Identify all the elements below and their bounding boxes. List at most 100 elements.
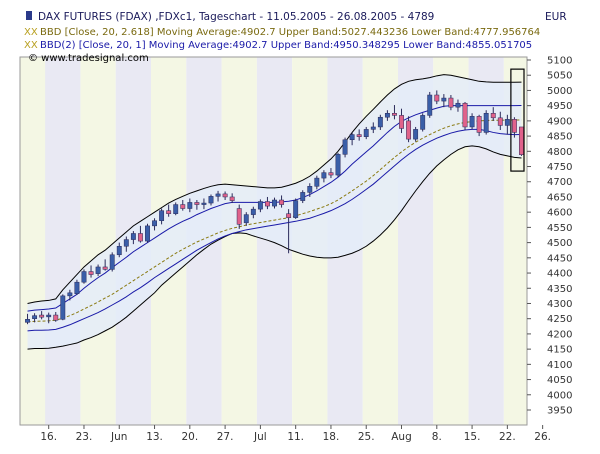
candle-body: [180, 204, 186, 209]
currency-label: EUR: [545, 11, 567, 23]
x-tick-label: 27.: [217, 431, 234, 443]
candle-body: [406, 120, 412, 140]
candle-body: [145, 225, 150, 242]
watermark: © www.tradesignal.com: [28, 53, 149, 64]
y-tick-label: 4300: [547, 299, 572, 310]
x-tick-label: 22.: [499, 431, 516, 443]
candle-body: [116, 246, 122, 256]
candle-body: [102, 266, 108, 270]
candle-body: [392, 113, 397, 116]
candle-body: [137, 233, 143, 242]
candle-body: [314, 177, 320, 187]
y-tick-label: 4350: [547, 284, 572, 295]
plot-border: [19, 56, 528, 426]
candle-body: [335, 154, 341, 176]
candle-body: [384, 113, 390, 118]
lower-band-line: [27, 145, 522, 350]
candle-body: [286, 213, 292, 218]
candle-body: [356, 134, 362, 137]
x-tick-label: 15.: [464, 431, 481, 443]
candle-body: [462, 102, 468, 128]
candle-body: [519, 126, 524, 155]
y-tick-label: 4950: [547, 101, 572, 112]
candle-body: [483, 113, 489, 133]
candle-body: [236, 208, 242, 225]
y-tick-label: 4200: [547, 329, 572, 340]
candle-body: [455, 102, 461, 108]
candle-body: [265, 201, 270, 207]
y-tick-label: 4750: [547, 162, 572, 173]
candle-body: [328, 172, 334, 176]
x-tick-label: 25.: [358, 431, 375, 443]
candle-body: [377, 116, 383, 128]
candle-body: [497, 117, 503, 126]
week-stripe: [80, 57, 116, 425]
x-tick-label: 18.: [323, 431, 340, 443]
candle-body: [272, 199, 277, 207]
y-tick-label: 5050: [547, 71, 572, 82]
candle-body: [109, 254, 115, 270]
bollinger-bands: [27, 74, 522, 350]
plot-frame: [19, 56, 528, 426]
candle-body: [307, 186, 313, 193]
x-axis: 16. 23. Jun 13. 20. 27. Jul 11. 18. 25. Aug 8. 15. 22…: [40, 425, 551, 443]
candle-body: [95, 266, 101, 274]
y-tick-label: 4700: [547, 177, 572, 188]
candle-body: [81, 271, 87, 283]
legend-line-2: BBD(2) [Close, 20, 1] Moving Average:490…: [40, 40, 532, 51]
candle-body: [370, 126, 376, 130]
x-tick-label: 13.: [146, 431, 163, 443]
candle-body: [243, 214, 249, 224]
candle-body: [88, 271, 94, 275]
candle-body: [434, 94, 440, 102]
candle-body: [250, 208, 256, 215]
legend-line-1: BBD [Close, 20, 2.618] Moving Average:49…: [40, 27, 540, 38]
candle-body: [420, 115, 426, 130]
y-tick-label: 4150: [547, 345, 572, 356]
x-tick-label: 16.: [40, 431, 57, 443]
candle-body: [427, 94, 433, 116]
candle-body: [208, 196, 214, 204]
candle-body: [173, 204, 179, 214]
candle-body: [490, 113, 496, 119]
candle-body: [342, 139, 348, 155]
candle-body: [25, 319, 30, 323]
candle-body: [300, 192, 306, 201]
candle-body: [159, 210, 165, 221]
y-tick-label: 5100: [547, 56, 572, 67]
y-tick-label: 4400: [547, 269, 572, 280]
candle-body: [476, 116, 482, 133]
candle-body: [187, 202, 193, 209]
candle-body: [201, 202, 207, 205]
highlight-box: [510, 68, 525, 172]
candle-body: [293, 200, 299, 218]
y-tick-label: 4100: [547, 360, 572, 371]
candle-body: [32, 315, 38, 319]
x-tick-label: Aug: [391, 431, 412, 443]
candle-body: [363, 129, 369, 137]
candle-body: [279, 199, 284, 205]
x-tick-label: 26.: [534, 431, 551, 443]
upper-band-line: [27, 74, 522, 304]
y-tick-label: 4500: [547, 238, 572, 249]
candle-body: [399, 115, 404, 129]
candle-body: [511, 119, 517, 133]
y-axis: 3950 4000 4050 4100 4150 4200 4250 4300 4350 4400…: [527, 56, 572, 417]
candle-body: [46, 314, 52, 318]
y-tick-label: 3950: [547, 406, 572, 417]
y-tick-label: 4900: [547, 116, 572, 127]
candle-body: [194, 202, 200, 205]
title-icon: [26, 11, 32, 20]
candle-body: [53, 314, 59, 321]
candles: [25, 90, 524, 325]
inner-lower-band-line: [27, 128, 522, 332]
candle-body: [39, 314, 45, 318]
x-tick-label: 11.: [287, 431, 304, 443]
legend-icon-2: XX: [24, 40, 38, 51]
y-tick-label: 4550: [547, 223, 572, 234]
x-tick-label: Jul: [253, 431, 267, 443]
y-tick-label: 4800: [547, 147, 572, 158]
y-tick-label: 4850: [547, 132, 572, 143]
week-stripe: [45, 57, 81, 425]
